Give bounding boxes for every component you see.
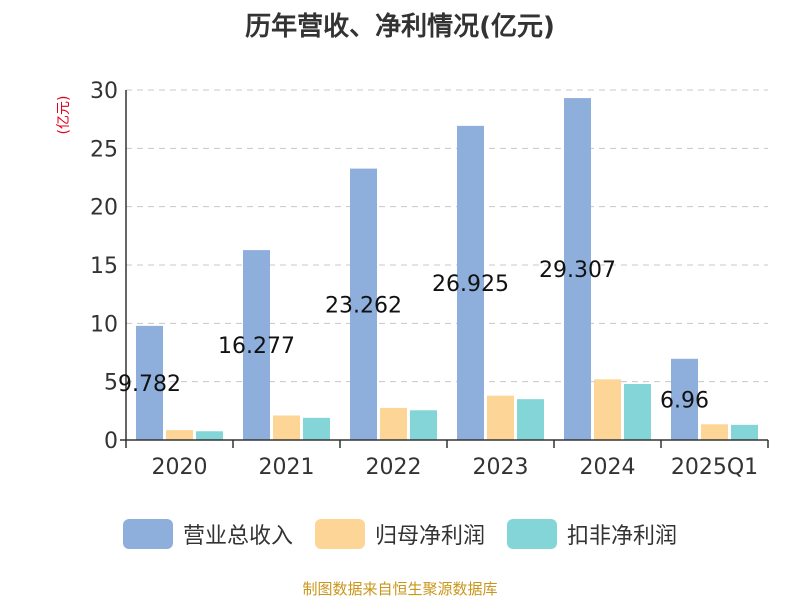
legend-item[interactable]: 扣非净利润 [507,518,677,550]
x-tick-label: 2023 [473,455,529,480]
bar-营业总收入 [671,358,698,440]
bar-归母净利润 [166,430,193,440]
bar-扣非净利润 [196,431,223,440]
bar-归母净利润 [701,424,728,440]
bar-扣非净利润 [517,399,544,440]
x-tick-label: 2024 [580,455,636,480]
bar-value-label: 16.277 [218,334,295,359]
bar-营业总收入 [350,168,377,441]
data-labels: 9.782 16.277 23.262 26.925 29.307 6.96 [118,258,709,413]
bar-value-label: 6.96 [660,388,709,413]
bar-营业总收入 [243,250,270,440]
legend-label: 归母净利润 [374,524,485,549]
data-source-note: 制图数据来自恒生聚源数据库 [302,580,498,598]
y-tick-label: 15 [90,254,118,279]
bar-归母净利润 [594,379,621,440]
legend-item[interactable]: 营业总收入 [122,518,293,550]
bar-扣非净利润 [624,384,651,440]
legend-swatch [314,519,365,549]
bar-value-label: 29.307 [539,258,616,283]
legend-label: 扣非净利润 [567,524,678,549]
x-tick-label: 2021 [259,455,315,480]
legend: 营业总收入 归母净利润 扣非净利润 [0,518,800,550]
x-tick-label: 2022 [366,455,422,480]
bar-value-label: 26.925 [432,272,509,297]
y-tick-label: 10 [90,312,118,337]
y-tick-label: 5 [104,371,118,396]
x-tick-label: 2020 [152,455,208,480]
bar-营业总收入 [136,325,163,440]
y-tick-label: 30 [90,79,118,104]
legend-swatch [122,519,173,549]
y-axis-ticks: 0 5 10 15 20 25 30 [90,79,127,454]
legend-swatch [507,519,557,549]
chart-title: 历年营收、净利情况(亿元) [245,12,555,42]
bar-归母净利润 [380,407,407,440]
bar-series [136,98,758,441]
bar-value-label: 23.262 [325,293,402,318]
bar-扣非净利润 [410,410,437,440]
bar-归母净利润 [273,415,300,440]
bar-营业总收入 [564,98,591,441]
legend-label: 营业总收入 [182,524,293,549]
x-tick-label: 2025Q1 [671,455,758,480]
y-tick-label: 25 [90,137,118,162]
bar-扣非净利润 [731,424,758,440]
y-tick-label: 20 [90,196,118,221]
y-tick-label: 0 [104,429,118,454]
grid-lines [126,89,768,383]
bar-归母净利润 [487,395,514,440]
bar-value-label: 9.782 [118,372,181,397]
bar-扣非净利润 [303,417,330,440]
x-axis: 2020 2021 2022 2023 2024 2025Q1 [120,439,769,480]
legend-item[interactable]: 归母净利润 [314,518,485,550]
bar-营业总收入 [457,125,484,440]
